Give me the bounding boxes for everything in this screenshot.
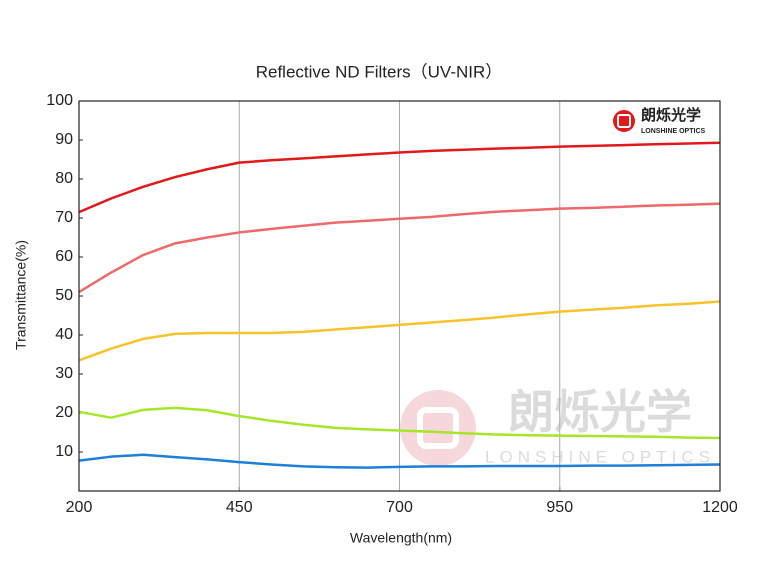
plot: 10 20 30 40 50 60 70 80 90 100 200 450 700 950 1200 [46, 92, 738, 516]
watermark-icon [400, 390, 476, 466]
y-tick-label: 60 [55, 248, 73, 265]
y-tick-label: 20 [55, 404, 73, 421]
y-tick-label: 80 [55, 170, 73, 187]
logo-subtitle: LONSHINE OPTICS [641, 128, 706, 135]
x-tick-label: 700 [386, 499, 413, 516]
watermark-icon-inner [417, 407, 459, 449]
x-tick-label: 200 [66, 499, 93, 516]
y-tick-label: 100 [46, 92, 73, 109]
plot-frame [78, 100, 721, 492]
logo-icon-inner [617, 114, 631, 128]
logo-name: 朗烁光学 [641, 106, 701, 124]
watermark: 朗烁光学 LONSHINE OPTICS [400, 386, 715, 466]
watermark-name: 朗烁光学 [508, 386, 692, 438]
x-tick-label: 1200 [702, 499, 738, 516]
y-tick-label: 70 [55, 209, 73, 226]
watermark-subtitle: LONSHINE OPTICS [485, 447, 715, 466]
x-axis-label: Wavelength(nm) [350, 530, 452, 546]
x-tick-label: 450 [226, 499, 253, 516]
series-line [78, 202, 721, 294]
y-tick-label: 10 [55, 443, 73, 460]
x-tick-label: 950 [546, 499, 573, 516]
y-tick-label: 50 [55, 287, 73, 304]
series-line [78, 141, 721, 214]
logo-icon [613, 110, 635, 132]
series-line [78, 300, 721, 362]
y-tick-label: 40 [55, 326, 73, 343]
y-tick-label: 30 [55, 365, 73, 382]
logo: 朗烁光学 LONSHINE OPTICS [613, 106, 706, 135]
series-line [78, 453, 721, 469]
chart-title: Reflective ND Filters（UV-NIR） [256, 62, 503, 81]
series-line [78, 406, 721, 440]
y-tick-label: 90 [55, 131, 73, 148]
y-axis-label: Transmittance(%) [13, 240, 29, 350]
